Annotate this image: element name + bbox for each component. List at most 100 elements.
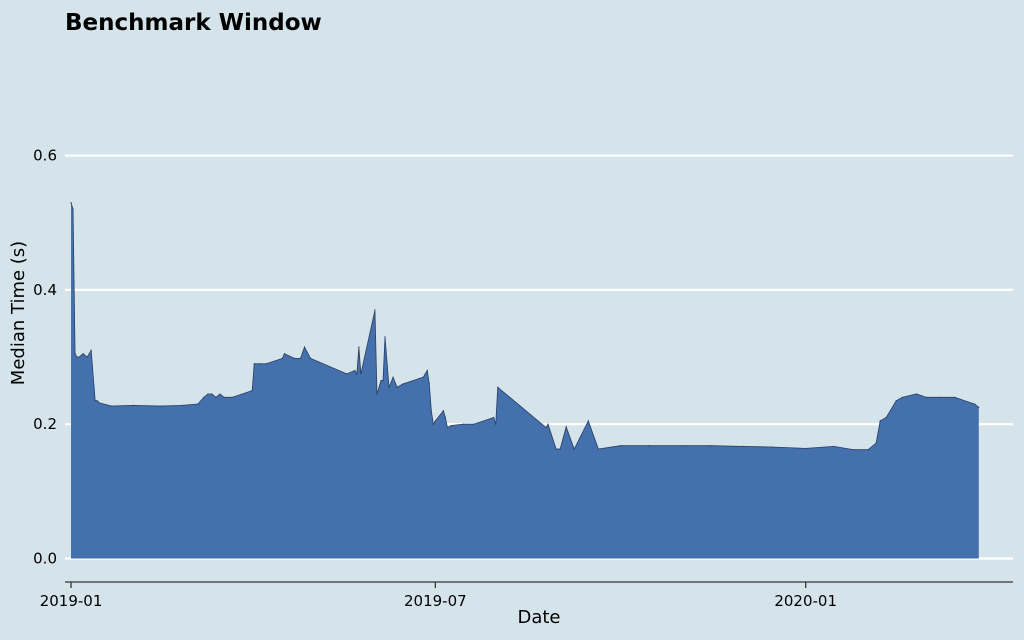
data-point: [392, 376, 394, 378]
data-point: [565, 426, 567, 428]
area-fill: [71, 202, 979, 559]
data-point: [430, 410, 432, 412]
data-point: [132, 404, 135, 406]
data-point: [770, 446, 773, 448]
data-point: [442, 410, 444, 412]
data-point: [925, 396, 928, 398]
data-point: [76, 356, 78, 358]
data-point: [86, 356, 88, 358]
data-point: [446, 426, 449, 429]
x-tick-label: 2019-01: [40, 592, 103, 610]
data-point: [231, 396, 233, 398]
data-point: [380, 379, 382, 382]
data-point: [412, 379, 414, 382]
data-point: [384, 336, 386, 338]
data-point: [493, 416, 495, 419]
data-point: [396, 386, 398, 388]
data-point: [281, 357, 283, 359]
data-point: [597, 448, 599, 450]
y-tick-label: 0.0: [33, 549, 57, 567]
data-point: [742, 445, 744, 447]
data-point: [253, 363, 255, 365]
data-point: [259, 363, 261, 365]
data-point: [426, 369, 428, 372]
data-point: [867, 449, 869, 451]
data-point: [559, 448, 561, 450]
data-point: [472, 423, 475, 425]
data-point: [915, 393, 917, 395]
data-point: [895, 400, 897, 402]
y-axis-ticks: 0.0 0.2 0.4 0.6: [33, 147, 57, 568]
data-point: [96, 400, 98, 402]
data-point: [710, 445, 712, 447]
data-point: [82, 353, 84, 355]
data-point: [161, 405, 163, 407]
data-point: [954, 396, 956, 398]
x-axis-label: Date: [517, 607, 560, 628]
data-point: [462, 423, 465, 425]
data-point: [978, 406, 980, 409]
data-point: [74, 353, 76, 355]
data-point: [70, 201, 72, 204]
data-point: [98, 402, 100, 404]
data-point: [495, 423, 497, 425]
data-point: [223, 396, 225, 398]
data-point: [293, 357, 296, 359]
data-point: [354, 369, 356, 372]
data-point: [428, 383, 430, 385]
y-axis-label: Median Time (s): [8, 241, 29, 385]
x-tick-label: 2020-01: [774, 592, 837, 610]
data-point: [939, 396, 942, 398]
data-point: [299, 357, 302, 359]
chart-title: Benchmark Window: [65, 10, 322, 36]
data-point: [219, 393, 221, 395]
data-point: [402, 383, 404, 385]
data-point: [358, 346, 360, 348]
data-point: [974, 403, 976, 405]
data-point: [94, 400, 96, 402]
area-series: [70, 201, 980, 559]
data-point: [207, 393, 209, 395]
data-point: [110, 405, 112, 407]
data-point: [376, 393, 378, 395]
data-point: [555, 448, 557, 450]
data-point: [388, 386, 390, 388]
data-point: [215, 396, 217, 398]
data-point: [360, 373, 362, 375]
data-point: [619, 445, 622, 447]
data-point: [265, 363, 267, 365]
data-point: [197, 403, 199, 405]
data-point: [356, 373, 358, 375]
x-tick-label: 2019-07: [404, 592, 467, 610]
data-point: [901, 396, 903, 398]
y-tick-label: 0.2: [33, 415, 57, 433]
data-point: [181, 404, 183, 406]
data-point: [203, 396, 205, 398]
data-point: [444, 416, 447, 419]
data-point: [382, 379, 384, 382]
data-point: [422, 376, 424, 378]
data-point: [346, 373, 348, 375]
data-point: [805, 447, 807, 449]
data-point: [648, 445, 650, 447]
data-point: [283, 353, 285, 355]
data-point: [497, 386, 499, 388]
area-line: [70, 202, 980, 451]
data-point: [682, 445, 684, 447]
data-point: [424, 373, 426, 375]
data-point: [450, 424, 453, 427]
data-point: [557, 448, 559, 450]
data-point: [547, 423, 549, 425]
data-point: [72, 208, 74, 210]
data-point: [374, 309, 376, 311]
data-point: [432, 423, 434, 425]
data-point: [90, 349, 92, 351]
data-point: [434, 420, 436, 422]
data-point: [853, 449, 855, 451]
y-tick-label: 0.6: [33, 147, 57, 165]
data-point: [833, 445, 835, 447]
data-point: [545, 426, 547, 429]
data-point: [875, 442, 877, 444]
data-point: [573, 448, 575, 450]
